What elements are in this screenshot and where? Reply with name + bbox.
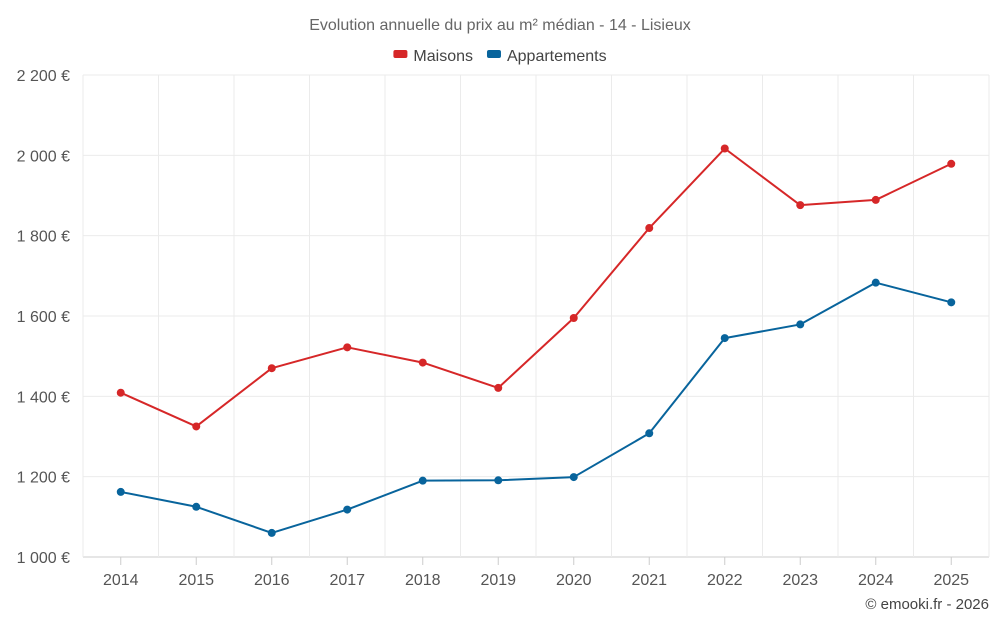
data-point-appartements[interactable]: [494, 476, 503, 485]
data-point-maisons[interactable]: [343, 343, 352, 352]
data-point-maisons[interactable]: [569, 314, 578, 323]
grid: [82, 74, 990, 558]
data-point-maisons[interactable]: [418, 358, 427, 367]
legend-label: Appartements: [507, 48, 607, 65]
data-point-appartements[interactable]: [569, 473, 578, 482]
axes: 1 000 € 1 200 € 1 400 € 1 600 € 1 800 € 2 000…: [17, 68, 970, 589]
data-point-appartements[interactable]: [796, 320, 805, 329]
series-line-maisons: [120, 147, 952, 428]
legend-swatch: [486, 50, 501, 58]
x-tick-label: 2025: [933, 572, 969, 589]
x-tick-label: 2016: [254, 572, 290, 589]
data-point-appartements[interactable]: [418, 476, 427, 485]
series-line-appartements: [120, 281, 952, 534]
data-point-maisons[interactable]: [494, 383, 503, 392]
series-appartements: [116, 278, 956, 537]
y-tick-label: 1 600 €: [17, 309, 70, 326]
data-point-maisons[interactable]: [116, 388, 125, 397]
y-tick-label: 1 400 €: [17, 389, 70, 406]
x-tick-label: 2015: [178, 572, 214, 589]
x-tick-label: 2020: [556, 572, 592, 589]
data-point-maisons[interactable]: [796, 201, 805, 210]
series-maisons: [116, 144, 956, 431]
x-tick-label: 2024: [858, 572, 894, 589]
legend-item-appartements[interactable]: Appartements: [486, 48, 607, 65]
series-layer: [116, 144, 956, 537]
x-tick-label: 2019: [480, 572, 516, 589]
data-point-maisons[interactable]: [645, 224, 654, 233]
data-point-appartements[interactable]: [343, 505, 352, 514]
legend-item-maisons[interactable]: Maisons: [393, 48, 473, 65]
data-point-maisons[interactable]: [947, 159, 956, 168]
x-tick-label: 2021: [631, 572, 667, 589]
data-point-maisons[interactable]: [267, 364, 276, 373]
x-tick-label: 2014: [103, 572, 139, 589]
x-tick-label: 2022: [707, 572, 743, 589]
data-point-maisons[interactable]: [720, 144, 729, 153]
data-point-maisons[interactable]: [871, 195, 880, 204]
data-point-maisons[interactable]: [192, 422, 201, 431]
data-point-appartements[interactable]: [871, 278, 880, 287]
x-tick-label: 2023: [782, 572, 818, 589]
y-tick-label: 1 800 €: [17, 229, 70, 246]
legend-label: Maisons: [413, 48, 473, 65]
data-point-appartements[interactable]: [645, 429, 654, 438]
data-point-appartements[interactable]: [192, 502, 201, 511]
data-point-appartements[interactable]: [720, 334, 729, 343]
x-tick-label: 2018: [405, 572, 441, 589]
data-point-appartements[interactable]: [947, 298, 956, 307]
y-tick-label: 2 000 €: [17, 148, 70, 165]
legend-swatch: [393, 50, 408, 58]
y-tick-label: 1 000 €: [17, 550, 70, 567]
chart-title: Evolution annuelle du prix au m² médian …: [309, 17, 691, 34]
y-tick-label: 2 200 €: [17, 68, 70, 85]
y-tick-label: 1 200 €: [17, 470, 70, 487]
credit-text: © emooki.fr - 2026: [865, 596, 989, 613]
data-point-appartements[interactable]: [116, 487, 125, 496]
legend: Maisons Appartements: [393, 48, 607, 65]
data-point-appartements[interactable]: [267, 528, 276, 537]
x-tick-label: 2017: [329, 572, 365, 589]
